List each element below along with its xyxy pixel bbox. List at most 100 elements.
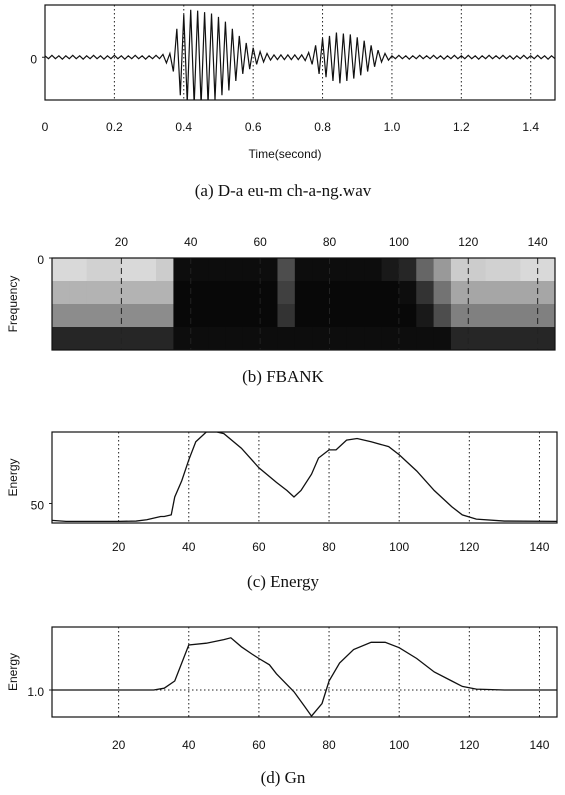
caption: (d) Gn — [261, 768, 306, 787]
heat-cell — [381, 304, 400, 328]
heat-cell — [277, 304, 296, 328]
heat-cell — [86, 281, 105, 305]
heat-cell — [294, 327, 313, 350]
heat-cell — [86, 258, 105, 282]
heat-cell — [381, 281, 400, 305]
heat-cell — [225, 327, 244, 350]
heat-cell — [346, 258, 365, 282]
heat-cell — [468, 327, 487, 350]
line — [52, 432, 557, 523]
heat-cell — [433, 258, 452, 282]
heat-cell — [138, 327, 157, 350]
heat-cell — [138, 281, 157, 305]
x-tick-label: 20 — [115, 235, 129, 249]
heat-cell — [312, 258, 331, 282]
x-tick-label: 60 — [252, 540, 266, 554]
heat-cell — [502, 304, 521, 328]
x-tick-label: 100 — [389, 540, 409, 554]
heat-cell — [537, 281, 555, 305]
heat-cell — [381, 327, 400, 350]
heat-cell — [156, 304, 174, 328]
heat-cell — [104, 327, 122, 350]
heat-cell — [52, 258, 70, 282]
plot-frame — [51, 626, 558, 718]
heat-cell — [468, 258, 487, 282]
heat-cell — [104, 304, 122, 328]
x-tick-label: 140 — [529, 738, 549, 752]
heat-cell — [69, 327, 88, 350]
y-axis-label: Energy — [6, 653, 20, 691]
y-tick-label: 1.0 — [27, 685, 44, 699]
heat-cell — [329, 258, 348, 282]
x-tick-label: 140 — [529, 540, 549, 554]
heat-cell — [225, 258, 244, 282]
x-tick-label: 0.6 — [245, 120, 262, 134]
heat-cell — [277, 281, 296, 305]
heat-cell — [190, 327, 209, 350]
heat-cell — [346, 327, 365, 350]
x-tick-label: 1.0 — [384, 120, 401, 134]
heat-cell — [312, 327, 331, 350]
line — [52, 637, 557, 717]
heat-cell — [173, 327, 192, 350]
heat-cell — [450, 281, 469, 305]
heat-cell — [502, 258, 521, 282]
heat-cell — [208, 327, 226, 350]
heat-cell — [190, 281, 209, 305]
heat-cell — [416, 281, 435, 305]
heat-cell — [156, 258, 174, 282]
x-tick-label: 1.4 — [522, 120, 539, 134]
x-tick-label: 40 — [182, 540, 196, 554]
heat-cell — [69, 281, 88, 305]
plot-frame — [51, 431, 558, 524]
heat-cell — [260, 327, 278, 350]
heat-cell — [52, 327, 70, 350]
heat-cell — [433, 304, 452, 328]
heat-cell — [398, 327, 417, 350]
heat-cell — [364, 327, 383, 350]
x-tick-label: 120 — [459, 738, 479, 752]
heat-cell — [208, 258, 226, 282]
x-tick-label: 120 — [458, 235, 478, 249]
heat-cell — [242, 304, 261, 328]
heat-cell — [329, 304, 348, 328]
caption: (c) Energy — [247, 572, 319, 591]
heat-cell — [312, 304, 331, 328]
x-tick-label: 20 — [112, 540, 126, 554]
heat-cell — [294, 281, 313, 305]
y-axis-label: Energy — [6, 458, 20, 496]
heat-cell — [294, 258, 313, 282]
heat-cell — [329, 281, 348, 305]
heat-cell — [398, 304, 417, 328]
heat-cell — [260, 281, 278, 305]
heat-cell — [416, 304, 435, 328]
heat-cell — [138, 258, 157, 282]
plot-area — [52, 258, 555, 350]
x-axis-label: Time(second) — [249, 147, 322, 161]
heat-cell — [346, 281, 365, 305]
heat-cell — [364, 304, 383, 328]
heat-cell — [242, 258, 261, 282]
heat-cell — [520, 258, 539, 282]
heat-cell — [173, 304, 192, 328]
heat-cell — [156, 327, 174, 350]
y-tick-label: 0 — [30, 52, 37, 66]
heat-cell — [156, 281, 174, 305]
heat-cell — [450, 327, 469, 350]
heat-cell — [225, 304, 244, 328]
heat-cell — [416, 327, 435, 350]
heat-cell — [381, 258, 400, 282]
heat-cell — [260, 258, 278, 282]
heat-cell — [537, 327, 555, 350]
heat-cell — [485, 281, 504, 305]
x-tick-label: 0.4 — [175, 120, 192, 134]
heat-cell — [520, 304, 539, 328]
x-tick-label: 0.2 — [106, 120, 123, 134]
heat-cell — [416, 258, 435, 282]
heat-cell — [86, 304, 105, 328]
heat-cell — [86, 327, 105, 350]
heat-cell — [294, 304, 313, 328]
x-tick-label: 40 — [182, 738, 196, 752]
heat-cell — [520, 281, 539, 305]
